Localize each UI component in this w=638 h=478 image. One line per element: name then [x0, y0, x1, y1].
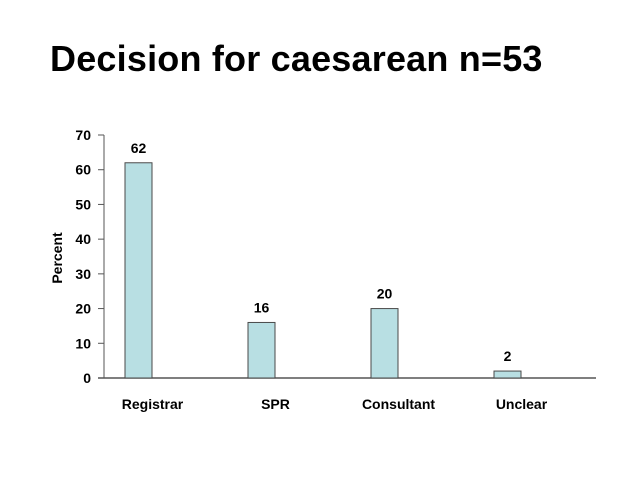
y-tick-label: 50 [75, 196, 91, 212]
y-tick-label: 70 [75, 127, 91, 143]
bar-spr [247, 321, 276, 379]
bar-consultant [370, 308, 399, 379]
y-tick-label: 60 [75, 162, 91, 178]
data-label: 16 [254, 299, 270, 315]
y-tick-label: 30 [75, 266, 91, 282]
y-tick-label: 20 [75, 301, 91, 317]
data-label: 2 [504, 348, 512, 364]
data-label: 20 [377, 286, 393, 302]
y-tick-label: 10 [75, 335, 91, 351]
x-category-label: Consultant [362, 396, 435, 412]
chart-title: Decision for caesarean n=53 [50, 38, 543, 79]
data-label: 62 [131, 140, 147, 156]
y-tick-label: 40 [75, 231, 91, 247]
x-category-label: SPR [261, 396, 290, 412]
y-tick-label: 0 [83, 370, 91, 386]
bar-unclear [493, 370, 522, 379]
x-category-label: Registrar [122, 396, 184, 412]
x-category-label: Unclear [496, 396, 548, 412]
bar-registrar [124, 162, 153, 379]
